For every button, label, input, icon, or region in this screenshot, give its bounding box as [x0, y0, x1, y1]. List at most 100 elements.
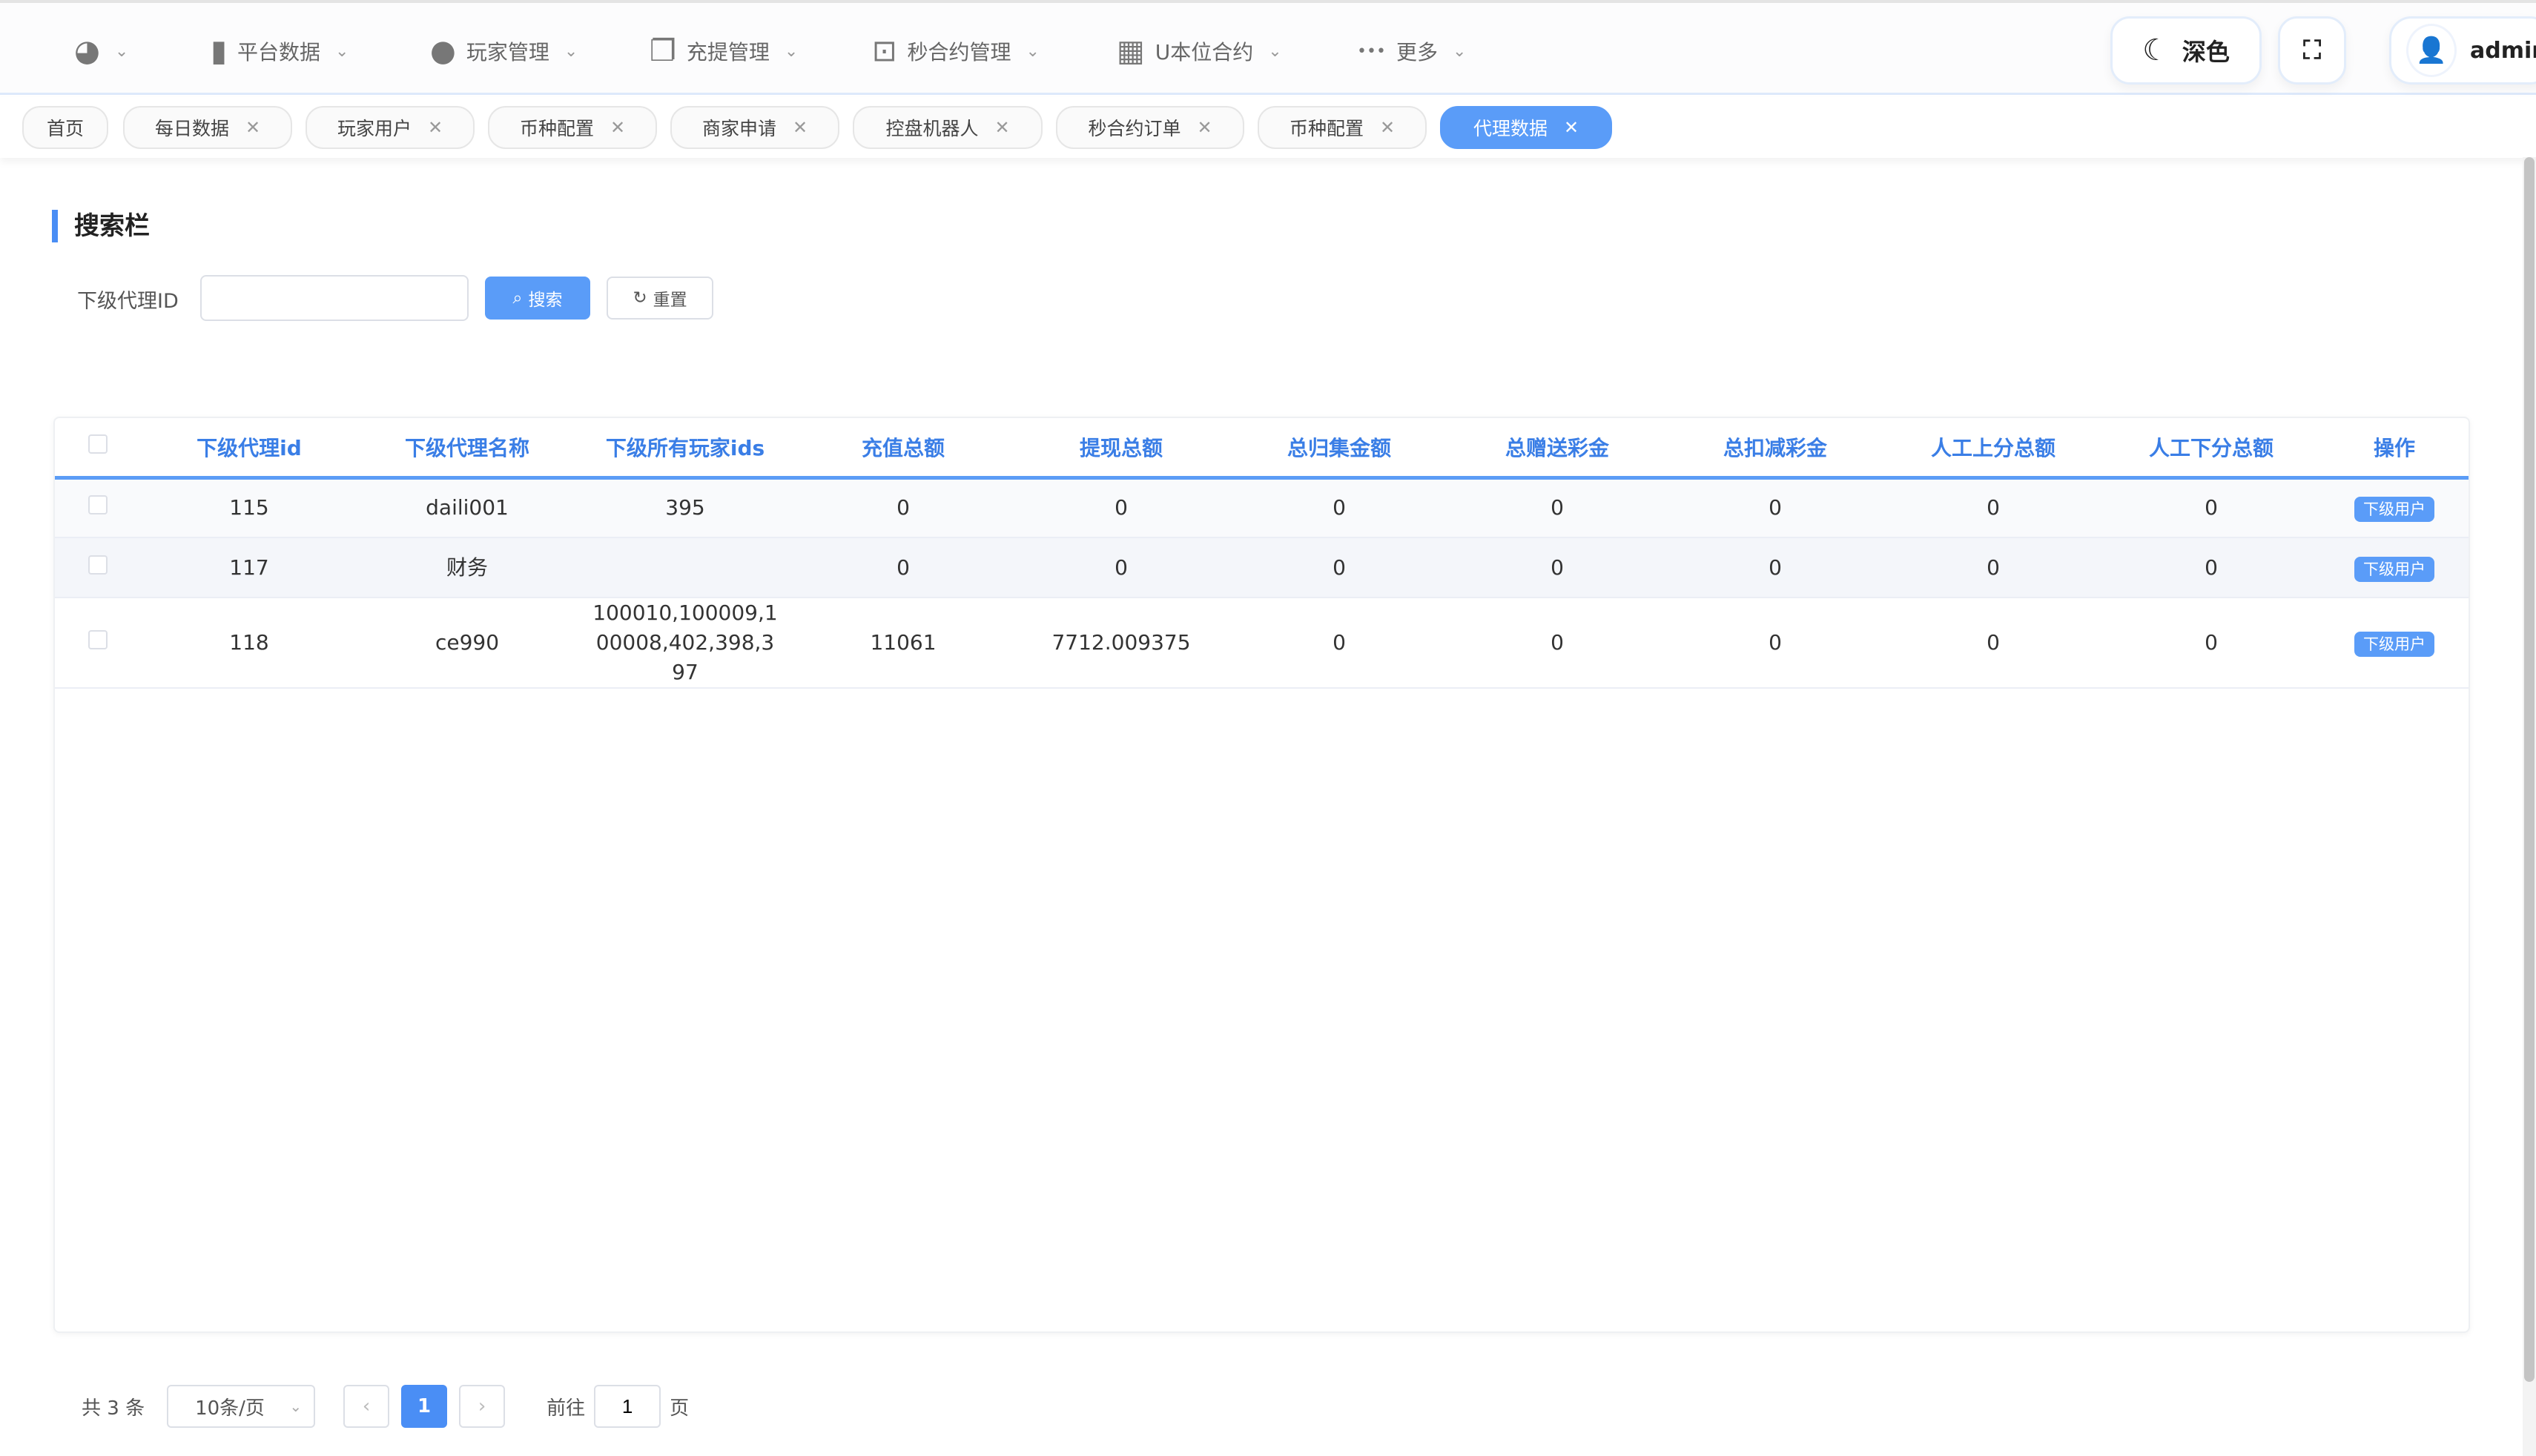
- table-cell: 0: [1448, 537, 1666, 598]
- close-icon[interactable]: ✕: [1563, 117, 1579, 138]
- search-icon: ⌕: [512, 288, 523, 308]
- reset-button[interactable]: ↻ 重置: [607, 277, 713, 320]
- tab-6[interactable]: 秒合约订单 ✕: [1056, 106, 1244, 149]
- nav-item-1[interactable]: ▮ 平台数据 ⌄: [211, 25, 349, 77]
- table-cell: 0: [794, 477, 1012, 538]
- close-icon[interactable]: ✕: [792, 117, 808, 138]
- dashboard-icon: ◕: [74, 34, 100, 68]
- column-header: 总扣减彩金: [1666, 418, 1884, 480]
- tab-label: 每日数据: [154, 118, 229, 139]
- sub-users-button[interactable]: 下级用户: [2354, 632, 2434, 657]
- agent-table: 下级代理id 下级代理名称 下级所有玩家ids 充值总额 提现总额 总归集金额 总赠送彩金总…: [55, 418, 2469, 689]
- nav-item-2[interactable]: ● 玩家管理 ⌄: [430, 25, 578, 77]
- page-1-button[interactable]: 1: [401, 1385, 448, 1428]
- column-header: 总赠送彩金: [1448, 418, 1666, 480]
- column-header: 下级代理id: [140, 418, 358, 480]
- nav-label: 玩家管理: [466, 40, 549, 64]
- page-suffix: 页: [670, 1397, 690, 1420]
- table-cell: ce990: [358, 598, 576, 689]
- nav-label: 秒合约管理: [907, 40, 1011, 64]
- theme-label: 深色: [2182, 38, 2230, 66]
- tab-8[interactable]: 代理数据 ✕: [1440, 106, 1612, 149]
- close-icon[interactable]: ✕: [610, 117, 626, 138]
- table-row: 115 daili001 395 0 0 0 0 0 0 0 下级用户: [55, 477, 2469, 538]
- tab-5[interactable]: 控盘机器人 ✕: [853, 106, 1043, 149]
- nav-item-6[interactable]: ••• 更多 ⌄: [1357, 25, 1466, 77]
- close-icon[interactable]: ✕: [1197, 117, 1212, 138]
- search-label: 搜索: [528, 291, 563, 310]
- tab-4[interactable]: 商家申请 ✕: [670, 106, 839, 149]
- table-cell: 0: [2102, 537, 2320, 598]
- column-header: 下级所有玩家ids: [576, 418, 794, 480]
- table-cell: 0: [1012, 537, 1230, 598]
- page-size-select[interactable]: 10条/页 ⌄: [167, 1385, 316, 1428]
- fullscreen-button[interactable]: ⛶: [2278, 16, 2346, 85]
- select-all-cell: [55, 418, 140, 480]
- goto-page-input[interactable]: [594, 1385, 661, 1428]
- tab-7[interactable]: 币种配置 ✕: [1258, 106, 1427, 149]
- table-cell: [576, 537, 794, 598]
- tab-label: 玩家用户: [337, 118, 412, 139]
- select-all-checkbox[interactable]: [87, 434, 108, 454]
- table-cell: 100010,100009,100008,402,398,397: [576, 598, 794, 689]
- grid-icon: ▦: [1117, 34, 1145, 68]
- close-icon[interactable]: ✕: [427, 117, 443, 138]
- scrollbar-thumb[interactable]: [2524, 157, 2535, 1382]
- top-nav: ◕ ⌄ ▮ 平台数据 ⌄ ● 玩家管理 ⌄ ❐ 充提管理 ⌄ ⊡ 秒合约管理 ⌄ ▦ U本位合约 ⌄ ••• 更多 ⌄…: [0, 0, 2536, 95]
- table-row: 117 财务 0 0 0 0 0 0 0 下级用户: [55, 537, 2469, 598]
- table-cell: 财务: [358, 537, 576, 598]
- avatar: 👤: [2406, 24, 2457, 77]
- reset-label: 重置: [653, 291, 687, 310]
- table-cell: 395: [576, 477, 794, 538]
- table-cell: 7712.009375: [1012, 598, 1230, 689]
- row-checkbox[interactable]: [87, 630, 108, 649]
- data-table-card: 下级代理id 下级代理名称 下级所有玩家ids 充值总额 提现总额 总归集金额 总赠送彩金总…: [53, 417, 2470, 1333]
- column-header: 人工上分总额: [1884, 418, 2102, 480]
- nav-label: 更多: [1396, 40, 1438, 64]
- prev-page-button[interactable]: ‹: [343, 1385, 390, 1428]
- table-cell: 0: [1884, 477, 2102, 538]
- tab-1[interactable]: 每日数据 ✕: [123, 106, 292, 149]
- pagination: 共 3 条 10条/页 ⌄ ‹ 1 › 前往 页: [82, 1385, 689, 1428]
- column-header: 操作: [2320, 418, 2469, 480]
- nav-item-3[interactable]: ❐ 充提管理 ⌄: [650, 25, 798, 77]
- book-icon: ▮: [211, 34, 228, 68]
- column-header: 总归集金额: [1230, 418, 1448, 480]
- tab-0[interactable]: 首页: [22, 106, 108, 149]
- user-menu[interactable]: 👤 admin: [2389, 16, 2536, 85]
- search-button[interactable]: ⌕ 搜索: [485, 277, 590, 320]
- tab-label: 秒合约订单: [1088, 118, 1181, 139]
- agent-id-label: 下级代理ID: [77, 290, 179, 313]
- agent-id-input[interactable]: [200, 275, 469, 321]
- nav-item-4[interactable]: ⊡ 秒合约管理 ⌄: [872, 25, 1040, 77]
- chevron-right-icon: ›: [478, 1395, 486, 1417]
- table-cell: 0: [2102, 477, 2320, 538]
- nav-item-5[interactable]: ▦ U本位合约 ⌄: [1117, 25, 1282, 77]
- column-header: 充值总额: [794, 418, 1012, 480]
- action-cell: 下级用户: [2320, 477, 2469, 538]
- chevron-left-icon: ‹: [362, 1395, 371, 1417]
- row-checkbox[interactable]: [87, 555, 108, 575]
- chevron-down-icon: ⌄: [564, 42, 578, 61]
- close-icon[interactable]: ✕: [994, 117, 1010, 138]
- theme-toggle-button[interactable]: ☾ 深色: [2110, 16, 2262, 85]
- close-icon[interactable]: ✕: [1379, 117, 1396, 138]
- tab-3[interactable]: 币种配置 ✕: [488, 106, 657, 149]
- row-checkbox[interactable]: [87, 495, 108, 515]
- tab-2[interactable]: 玩家用户 ✕: [306, 106, 475, 149]
- sub-users-button[interactable]: 下级用户: [2354, 556, 2434, 582]
- chevron-down-icon: ⌄: [114, 42, 129, 61]
- total-count: 共 3 条: [82, 1397, 145, 1420]
- nav-item-0[interactable]: ◕ ⌄: [74, 25, 128, 77]
- chevron-down-icon: ⌄: [1452, 42, 1467, 61]
- table-cell: 0: [1666, 537, 1884, 598]
- sub-users-button[interactable]: 下级用户: [2354, 497, 2434, 523]
- tabs-bar: 首页 每日数据 ✕ 玩家用户 ✕ 币种配置 ✕ 商家申请 ✕ 控盘机器人 ✕ 秒合约订单 ✕ 币种配置 ✕ 代…: [0, 97, 2536, 158]
- close-icon[interactable]: ✕: [245, 117, 261, 138]
- next-page-button[interactable]: ›: [459, 1385, 506, 1428]
- tab-label: 首页: [46, 118, 84, 139]
- table-cell: 0: [794, 537, 1012, 598]
- nav-label: 充提管理: [686, 40, 770, 64]
- tab-label: 代理数据: [1473, 118, 1548, 139]
- tab-label: 控盘机器人: [885, 118, 979, 139]
